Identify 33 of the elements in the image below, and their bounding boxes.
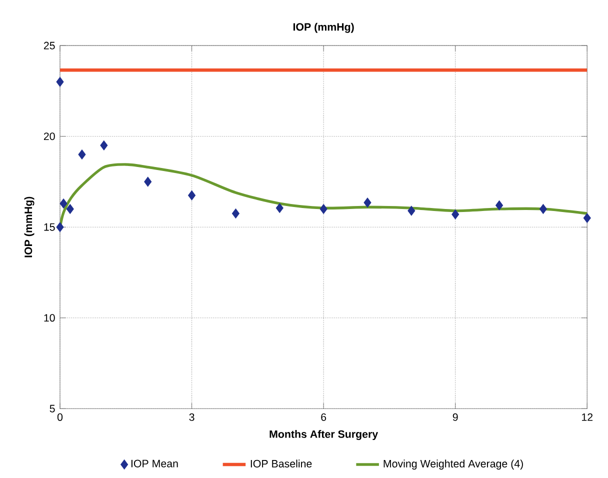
point xyxy=(66,204,74,214)
point xyxy=(56,222,64,232)
y-tick-label: 10 xyxy=(44,314,55,322)
point xyxy=(60,198,68,208)
y-tick-label: 5 xyxy=(50,404,55,412)
x-axis-title: Months After Surgery xyxy=(270,430,378,440)
x-tick-label: 9 xyxy=(452,413,458,421)
point xyxy=(144,176,152,187)
legend-label: IOP Mean xyxy=(131,460,178,468)
y-tick-label: 25 xyxy=(44,42,55,50)
point xyxy=(56,76,64,87)
point xyxy=(78,150,86,160)
point xyxy=(232,208,240,218)
point xyxy=(188,190,196,200)
x-tick-label: 3 xyxy=(189,413,194,421)
legend-label: Moving Weighted Average (4) xyxy=(384,460,523,470)
point xyxy=(100,140,108,150)
x-tick-label: 6 xyxy=(321,413,326,421)
x-tick-label: 12 xyxy=(582,413,593,421)
point xyxy=(276,203,284,213)
point xyxy=(496,200,504,210)
y-axis-title: IOP (mmHg) xyxy=(24,196,34,258)
point xyxy=(539,204,547,214)
point xyxy=(452,209,460,220)
point xyxy=(408,206,416,216)
legend-label: IOP Baseline xyxy=(250,460,312,468)
x-tick-label: 0 xyxy=(57,413,63,421)
y-tick-label: 15 xyxy=(44,223,55,231)
point xyxy=(320,204,328,214)
point xyxy=(583,213,591,223)
point xyxy=(364,198,372,208)
chart-title: IOP (mmHg) xyxy=(293,22,354,33)
y-tick-label: 20 xyxy=(44,132,55,140)
